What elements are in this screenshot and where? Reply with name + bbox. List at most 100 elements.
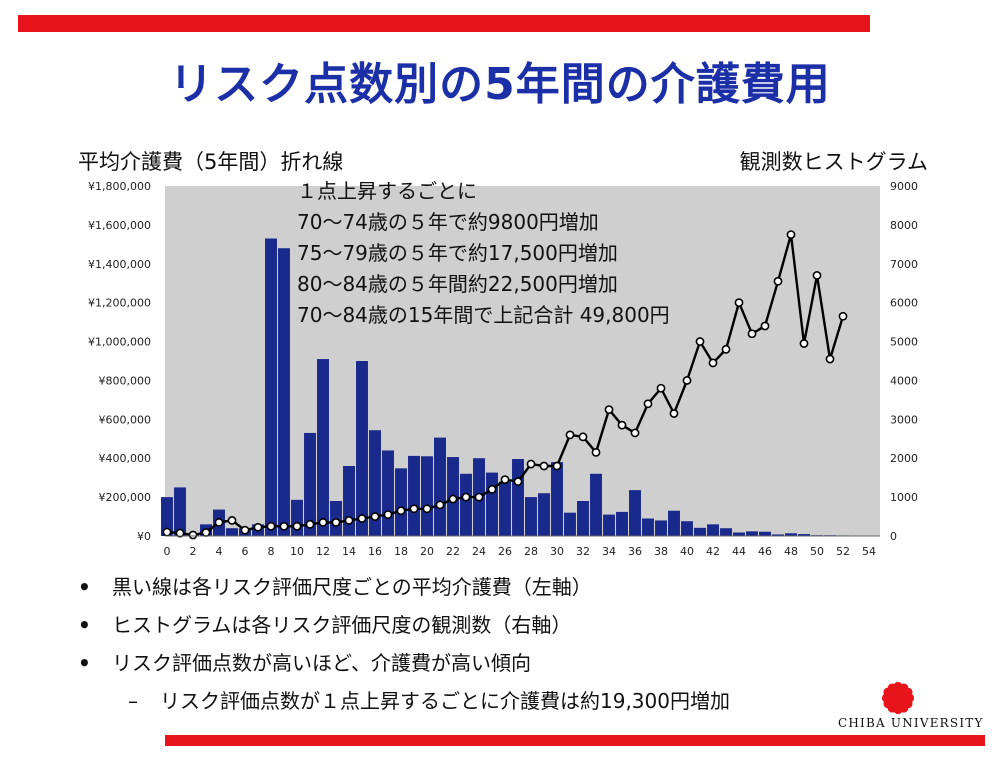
left-tick-label: ¥600,000 <box>99 413 152 426</box>
line-point <box>370 512 380 521</box>
histogram-bar <box>434 437 446 536</box>
x-tick-label: 50 <box>810 545 824 558</box>
histogram-bar <box>694 527 706 536</box>
line-point <box>487 484 497 494</box>
line-point <box>422 504 432 514</box>
x-tick-label: 54 <box>862 545 876 558</box>
bullet-text: ヒストグラムは各リスク評価尺度の観測数（右軸） <box>112 613 572 637</box>
line-point <box>396 506 406 516</box>
right-tick-label: 4000 <box>890 374 918 387</box>
x-tick-label: 44 <box>732 545 746 558</box>
histogram-bar <box>603 514 615 536</box>
x-tick-label: 42 <box>706 545 720 558</box>
histogram-bar <box>486 472 498 536</box>
x-tick-label: 0 <box>164 545 171 558</box>
combo-chart: ¥0 ¥200,000 ¥400,000 ¥600,000 ¥800,000 ¥1,000… <box>88 180 918 558</box>
sub-bullet-marker: – <box>128 689 138 713</box>
bullet-marker: • <box>78 651 91 675</box>
right-tick-label: 5000 <box>890 336 918 349</box>
histogram-bar <box>421 456 433 536</box>
right-tick-label: 8000 <box>890 219 918 232</box>
left-tick-label: ¥200,000 <box>99 491 152 504</box>
x-tick-label: 28 <box>524 545 538 558</box>
line-point <box>630 428 640 438</box>
left-tick-label: ¥1,400,000 <box>88 258 151 271</box>
x-tick-label: 38 <box>654 545 668 558</box>
histogram-bar <box>525 497 537 536</box>
line-point <box>565 430 575 440</box>
x-tick-label: 52 <box>836 545 850 558</box>
line-point <box>175 528 185 538</box>
histogram-bar <box>395 468 407 536</box>
annotation-box: １点上昇するごとに 70～74歳の５年で約9800円増加 75～79歳の５年で約… <box>297 176 670 331</box>
left-tick-label: ¥0 <box>137 530 151 543</box>
histogram-bar <box>226 528 238 536</box>
line-point <box>591 447 601 457</box>
line-point <box>292 521 302 531</box>
average-cost-line <box>162 230 848 540</box>
histogram-bar <box>343 466 355 536</box>
sub-bullet-text: リスク評価点数が１点上昇するごとに介護費は約19,300円増加 <box>160 689 730 713</box>
line-point <box>214 517 224 527</box>
x-tick-label: 36 <box>628 545 642 558</box>
x-tick-label: 4 <box>216 545 223 558</box>
sub-bullet-item: – リスク評価点数が１点上昇するごとに介護費は約19,300円増加 <box>70 682 730 720</box>
line-point <box>539 461 549 471</box>
line-point <box>695 337 705 346</box>
histogram-bar <box>720 528 732 536</box>
line-point <box>383 510 393 520</box>
x-tick-label: 14 <box>342 545 356 558</box>
right-tick-label: 1000 <box>890 491 918 504</box>
histogram-bar <box>668 510 680 536</box>
x-tick-label: 30 <box>550 545 564 558</box>
histogram-bar <box>356 361 368 536</box>
right-tick-label: 3000 <box>890 413 918 426</box>
right-tick-label: 0 <box>890 530 897 543</box>
page-title: リスク点数別の5年間の介護費用 <box>169 59 831 110</box>
top-red-bar <box>18 15 870 32</box>
histogram-bar <box>317 359 329 536</box>
histogram-bar <box>590 473 602 536</box>
left-axis-ticks: ¥0 ¥200,000 ¥400,000 ¥600,000 ¥800,000 ¥1,000… <box>88 180 151 543</box>
histogram-bar <box>733 532 745 536</box>
histogram-bar <box>655 520 667 536</box>
line-point <box>578 432 588 442</box>
line-point <box>409 504 419 514</box>
histogram-bar <box>538 493 550 536</box>
right-tick-label: 9000 <box>890 180 918 193</box>
line-point <box>279 521 289 531</box>
line-point <box>799 339 809 348</box>
histogram-bar <box>551 462 563 536</box>
histogram-bar <box>785 533 797 536</box>
footer-university-name: CHIBA UNIVERSITY <box>838 716 984 730</box>
bottom-red-bar <box>165 735 985 746</box>
bullet-text: 黒い線は各リスク評価尺度ごとの平均介護費（左軸） <box>112 575 592 599</box>
histogram-bar <box>629 490 641 536</box>
histogram-bar <box>265 238 277 536</box>
line-point <box>331 517 341 527</box>
left-tick-label: ¥400,000 <box>99 452 152 465</box>
histogram-bar <box>460 473 472 536</box>
histogram-bar <box>798 534 810 536</box>
line-point <box>825 354 835 364</box>
x-tick-label: 26 <box>498 545 512 558</box>
line-point <box>708 358 718 368</box>
histogram-bar <box>174 487 186 536</box>
x-tick-label: 24 <box>472 545 486 558</box>
left-axis-title: 平均介護費（5年間）折れ線 <box>78 150 344 174</box>
line-point <box>474 492 484 502</box>
left-tick-label: ¥1,600,000 <box>88 219 151 232</box>
histogram-bar <box>642 518 654 536</box>
line-point <box>669 409 679 418</box>
line-point <box>461 492 471 502</box>
line-point <box>253 522 263 532</box>
line-point <box>344 516 354 525</box>
histogram-bar <box>161 497 173 536</box>
histogram-bar <box>304 432 316 536</box>
line-point <box>656 383 666 393</box>
x-tick-label: 12 <box>316 545 330 558</box>
left-tick-label: ¥1,000,000 <box>88 336 151 349</box>
line-point <box>552 461 562 471</box>
bullet-marker: • <box>78 613 91 637</box>
bullet-item: • リスク評価点数が高いほど、介護費が高い傾向 <box>70 644 730 682</box>
